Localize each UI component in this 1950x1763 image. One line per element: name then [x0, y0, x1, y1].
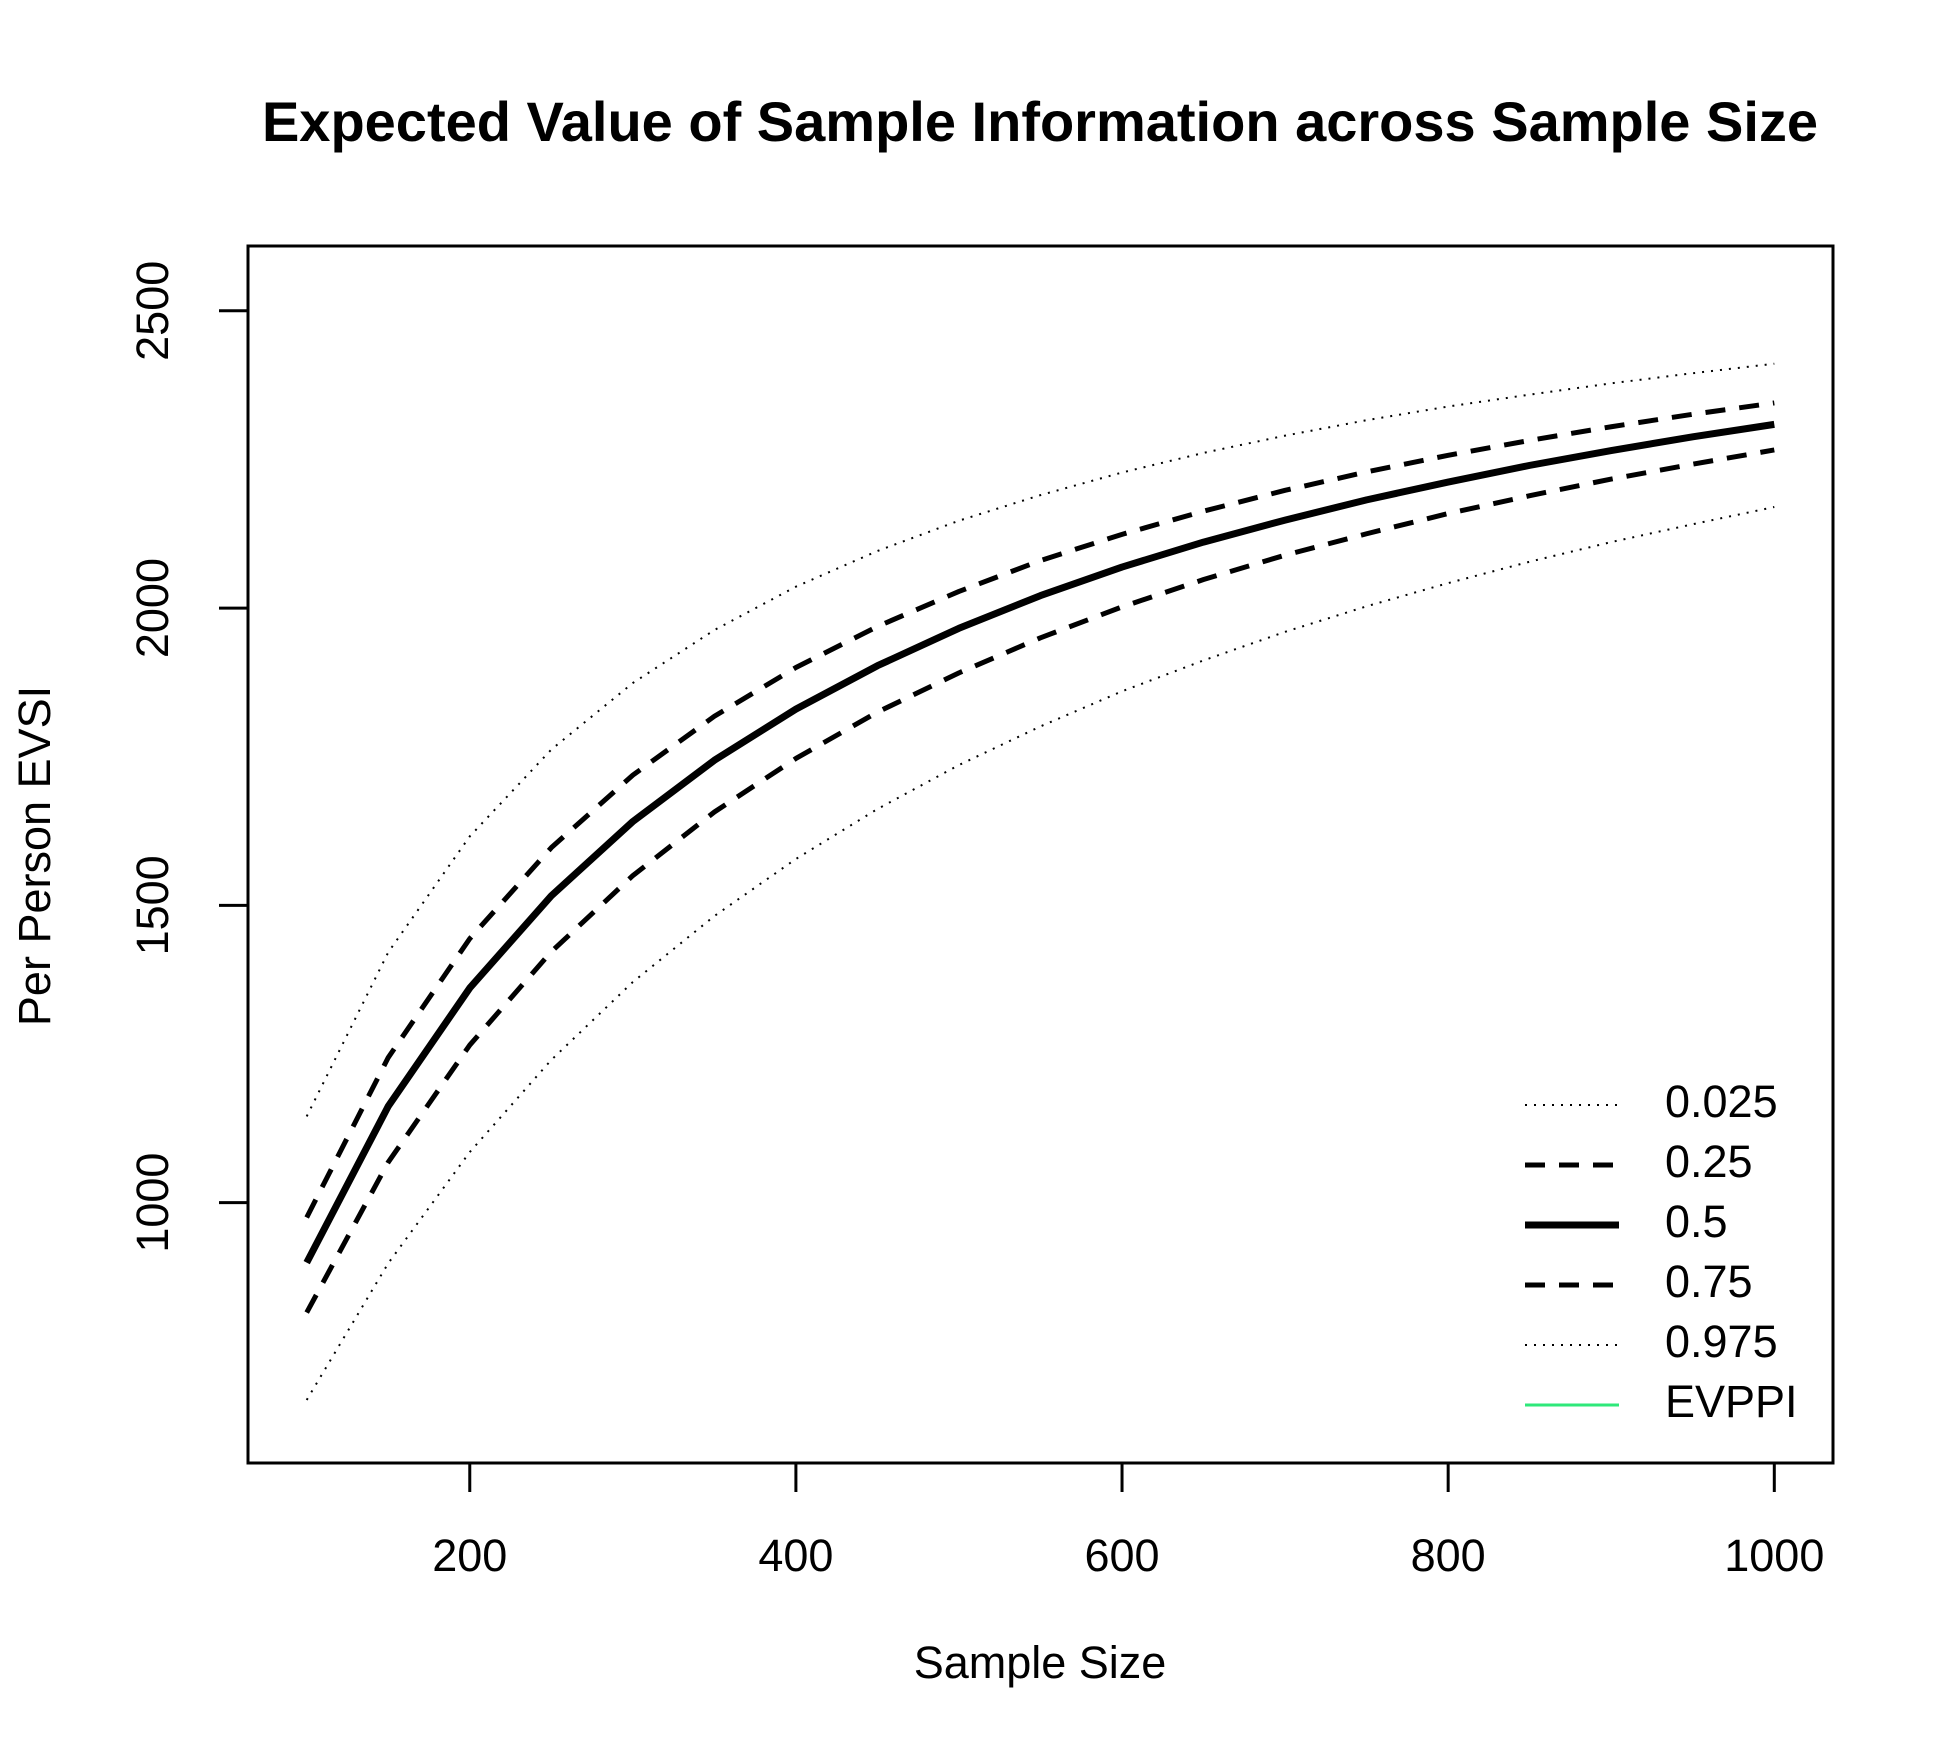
- x-tick-label: 400: [758, 1530, 833, 1581]
- legend-label: 0.5: [1665, 1196, 1728, 1247]
- series-line: [305, 362, 1775, 1117]
- legend-label: 0.975: [1665, 1316, 1778, 1367]
- y-tick-label: 2500: [127, 261, 178, 361]
- x-tick-label: 600: [1084, 1530, 1159, 1581]
- series-line: [303, 420, 1775, 1265]
- x-axis-label: Sample Size: [914, 1637, 1167, 1688]
- legend-label: EVPPI: [1665, 1376, 1798, 1427]
- series-line: [304, 447, 1775, 1314]
- chart-title: Expected Value of Sample Information acr…: [262, 90, 1818, 153]
- legend-label: 0.025: [1665, 1076, 1778, 1127]
- y-tick-label: 1000: [127, 1153, 178, 1253]
- y-tick-label: 1500: [127, 855, 178, 955]
- legend-label: 0.25: [1665, 1136, 1753, 1187]
- series-line: [304, 400, 1775, 1219]
- legend-label: 0.75: [1665, 1256, 1753, 1307]
- y-tick-label: 2000: [127, 558, 178, 658]
- x-tick-label: 800: [1411, 1530, 1486, 1581]
- y-axis-label: Per Person EVSI: [9, 686, 60, 1026]
- plot-frame: [246, 244, 1835, 1465]
- x-tick-label: 200: [432, 1530, 507, 1581]
- x-tick-label: 1000: [1724, 1530, 1824, 1581]
